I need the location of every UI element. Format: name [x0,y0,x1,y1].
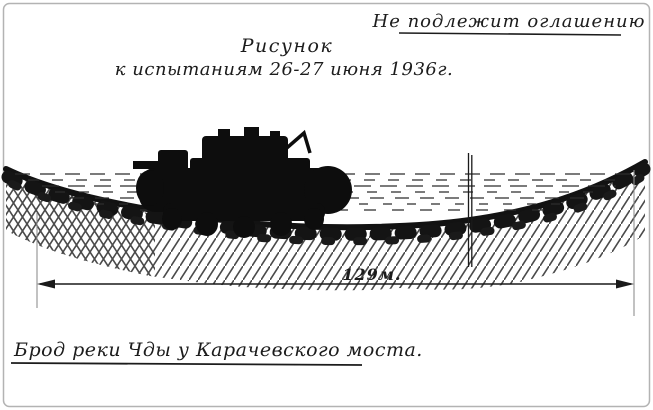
dimension-line: 129м. [37,265,634,289]
tank-silhouette [133,127,352,238]
tank-antenna-rail [279,129,312,155]
tank-hull [139,168,345,212]
caption-text: Брод реки Чды у Карачевского моста. [13,339,423,361]
arrowhead-right [616,279,634,289]
classification-stamp: Не подлежит оглашению [372,11,646,36]
riverbed-line [1,159,651,246]
title-line-1: Рисунок [240,35,333,57]
dimension-label: 129м. [342,265,401,284]
measuring-pole [467,153,473,267]
classification-text: Не подлежит оглашению [372,11,646,32]
caption: Брод реки Чды у Карачевского моста. [10,339,423,366]
arrowhead-left [37,279,55,289]
title-line-2: к испытаниям 26-27 июня 1936г. [115,59,453,80]
tank-gun-barrel [133,161,167,169]
drawing-title: Рисунок к испытаниям 26-27 июня 1936г. [115,35,453,80]
